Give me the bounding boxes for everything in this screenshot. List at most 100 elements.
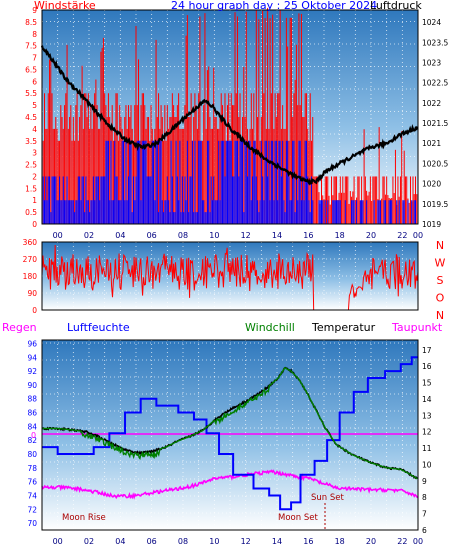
direction-panel-frame: [41, 241, 419, 311]
humidity-tick-label: 70: [27, 519, 37, 528]
pressure-axis-title: Luftdruck: [370, 0, 422, 12]
pressure-tick-label: 1024: [422, 18, 441, 27]
pressure-tick-label: 1020: [422, 180, 441, 189]
temperature-tick-label: 6: [422, 526, 427, 535]
humidity-tick-label: 76: [27, 478, 37, 487]
temperature-tick-label: 16: [422, 362, 432, 371]
humidity-tick-label: 94: [27, 353, 37, 362]
temperature-tick-label: 12: [422, 428, 432, 437]
humidity-tick-label: 72: [27, 505, 37, 514]
pressure-tick-label: 1019: [422, 220, 441, 229]
legend-windchill: Windchill: [245, 321, 295, 334]
wind-speed-tick-label: 5: [32, 101, 37, 110]
temperature-tick-label: 17: [422, 346, 432, 355]
temperature-panel-bg: [42, 340, 418, 530]
wind-speed-tick-label: 1.5: [25, 184, 37, 193]
pressure-tick-label: 1022: [422, 99, 441, 108]
wind-panel-frame: [41, 9, 419, 225]
wind-speed-tick-label: 0.5: [25, 208, 37, 217]
temperature-panel-frame: [41, 339, 419, 531]
wind-speed-tick-label: 2.5: [25, 161, 37, 170]
direction-axis-labels: 0 90 180 270 360: [23, 238, 38, 315]
humidity-tick-label: 78: [27, 464, 37, 473]
time-tick-label: 00: [53, 537, 63, 546]
wind-speed-tick-label: 8: [32, 30, 37, 39]
wind-direction-line: [41, 244, 419, 311]
time-tick-label: 14: [272, 231, 282, 240]
pressure-tick-label: 1021: [422, 139, 441, 148]
time-tick-label: 18: [335, 537, 345, 546]
wind-speed-tick-label: 4: [32, 125, 37, 134]
moon-rise-label: Moon Rise: [62, 513, 106, 523]
legend-taupunkt: Taupunkt: [391, 321, 443, 334]
wind-speed-tick-label: 0: [32, 220, 37, 229]
wind-speed-tick-label: 5.5: [25, 89, 37, 98]
wind-axis-title: Windstärke: [34, 0, 96, 12]
compass-label: N: [436, 239, 444, 252]
time-tick-label: 04: [115, 231, 125, 240]
pressure-tick-label: 1023.5: [422, 38, 448, 47]
compass-label: W: [435, 257, 446, 270]
time-tick-label: 20: [366, 537, 376, 546]
graph-title: 24 hour graph day : 25 Oktober 2024: [171, 0, 377, 12]
temperature-tick-label: 11: [422, 444, 432, 453]
temperature-axis-labels: 6 7 8 9 10 11 12 13 14 15 16 17: [422, 346, 432, 535]
pressure-tick-label: 1020.5: [422, 159, 448, 168]
humidity-tick-label: 82: [27, 436, 37, 445]
temperature-tick-label: 10: [422, 460, 432, 469]
wind-speed-tick-label: 7.5: [25, 42, 37, 51]
humidity-tick-label: 92: [27, 367, 37, 376]
compass-label: N: [436, 309, 444, 322]
time-tick-label: 04: [115, 537, 125, 546]
direction-tick-label: 90: [27, 289, 37, 298]
temperature-tick-label: 14: [422, 395, 432, 404]
temperature-tick-label: 13: [422, 411, 432, 420]
time-tick-label: 22: [397, 537, 407, 546]
time-tick-label: 08: [178, 231, 188, 240]
moon-set-label: Moon Set: [278, 513, 318, 523]
rain-zero-label: 0: [31, 431, 36, 440]
wind-speed-tick-label: 3: [32, 149, 37, 158]
pressure-tick-label: 1022.5: [422, 79, 448, 88]
pressure-line: [40, 45, 419, 186]
humidity-line: [42, 356, 418, 511]
temperature-tick-label: 9: [422, 477, 427, 486]
temperature-panel-time-labels: 00 02 04 06 08 10 12 14 16 18 20 22 00: [53, 537, 424, 546]
legend-temperatur: Temperatur: [311, 321, 376, 334]
time-tick-label: 00: [53, 231, 63, 240]
time-tick-label: 10: [209, 537, 219, 546]
wind-speed-tick-label: 7: [32, 54, 37, 63]
time-tick-label: 16: [303, 231, 313, 240]
wind-speed-tick-label: 2: [32, 172, 37, 181]
wind-speed-axis-labels: 0 0.5 1 1.5 2 2.5 3 3.5 4 4.5 5 5.5 6 6.5 7 7.5 8 8.5 9: [25, 6, 37, 229]
legend-luftfeuchte: Luftfeuchte: [67, 321, 130, 334]
dewpoint-line: [41, 469, 419, 500]
time-tick-label: 10: [209, 231, 219, 240]
pressure-axis-labels: 1019 1019.5 1020 1020.5 1021 1021.5 1022 1022.5…: [422, 18, 448, 229]
pressure-tick-label: 1021.5: [422, 119, 448, 128]
humidity-axis-labels: 70 72 74 76 78 80 82 84 86 88 90 92 94 96: [27, 339, 37, 528]
wind-speed-tick-label: 9: [32, 6, 37, 15]
direction-tick-label: 270: [23, 255, 38, 264]
direction-tick-label: 0: [32, 306, 37, 315]
sun-set-label: Sun Set: [311, 493, 344, 503]
wind-speed-bars: [41, 140, 416, 224]
wind-speed-tick-label: 6.5: [25, 65, 37, 74]
humidity-tick-label: 90: [27, 381, 37, 390]
direction-panel-grid: [41, 242, 419, 310]
wind-speed-tick-label: 4.5: [25, 113, 37, 122]
compass-label: S: [437, 274, 444, 287]
time-tick-label: 00: [413, 537, 423, 546]
time-tick-label: 16: [303, 537, 313, 546]
wind-speed-tick-label: 6: [32, 77, 37, 86]
humidity-tick-label: 86: [27, 409, 37, 418]
pressure-tick-label: 1019.5: [422, 200, 448, 209]
humidity-tick-label: 96: [27, 339, 37, 348]
time-tick-label: 08: [178, 537, 188, 546]
time-tick-label: 02: [84, 231, 94, 240]
time-tick-label: 22: [397, 231, 407, 240]
direction-tick-label: 360: [23, 238, 38, 247]
time-tick-label: 06: [147, 231, 157, 240]
